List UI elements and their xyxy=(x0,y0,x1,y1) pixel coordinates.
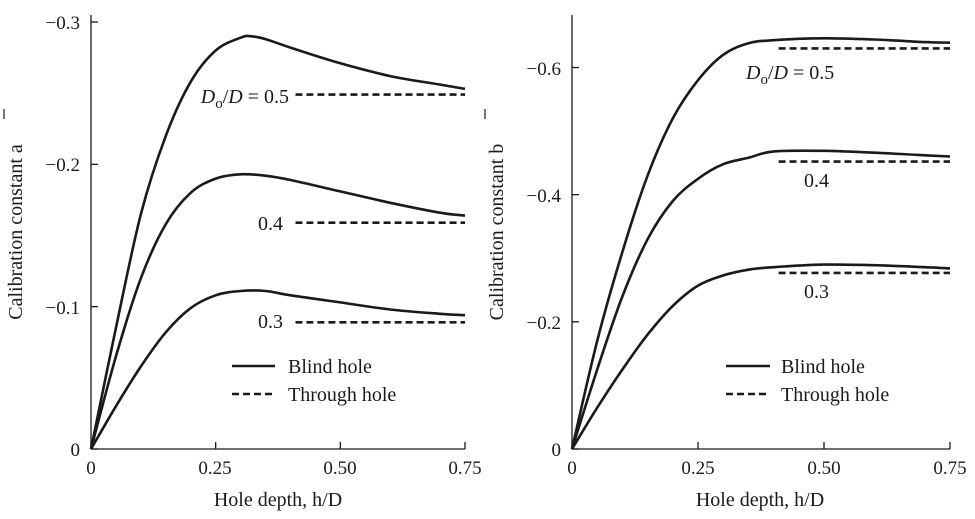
left-x-tick-label: 0 xyxy=(86,458,96,479)
right-x-tick-label: 0 xyxy=(567,458,577,479)
right-legend-label: Blind hole xyxy=(781,356,865,378)
right-y-tick-label: 0 xyxy=(552,440,562,461)
right-x-axis-label: Hole depth, h/D xyxy=(696,489,824,511)
left-y-tick-label: −0.1 xyxy=(46,298,80,319)
left-y-axis-label: Calibration constant a xyxy=(5,144,27,320)
right-y-tick-label: −0.6 xyxy=(527,59,561,80)
right-blind-hole-curve xyxy=(570,36,951,450)
right-curve-label-0.4: 0.4 xyxy=(804,170,829,192)
right-series-group xyxy=(570,36,951,450)
left-curve-label-0.5: Do/D = 0.5 xyxy=(200,86,289,112)
left-y-tick-label: 0 xyxy=(71,440,81,461)
left-legend-label: Through hole xyxy=(288,384,396,406)
left-curve-label-0.3: 0.3 xyxy=(258,311,283,333)
left-y-tick-label: −0.3 xyxy=(46,13,80,34)
left-blind-hole-curve xyxy=(89,34,466,450)
left-x-tick-label: 0.25 xyxy=(198,458,231,479)
left-y-tick-label: −0.2 xyxy=(46,155,80,176)
right-x-tick-label: 0.50 xyxy=(807,458,840,479)
left-x-tick-label: 0.50 xyxy=(323,458,356,479)
left-legend: Blind hole Through hole xyxy=(232,356,396,406)
right-y-tick-label: −0.4 xyxy=(527,186,562,207)
left-blind-hole-curve xyxy=(89,172,466,450)
right-x-tick-label: 0.75 xyxy=(933,458,966,479)
right-blind-hole-curve xyxy=(570,263,951,450)
right-curve-label-0.5: Do/D = 0.5 xyxy=(745,62,834,88)
left-chart-panel: 0 −0.1 −0.2 −0.3 0 0.25 0.50 0.75 Hole d… xyxy=(3,13,482,511)
right-blind-hole-curve xyxy=(570,149,951,450)
right-y-tick-label: −0.2 xyxy=(527,313,561,334)
left-curve-label-0.4: 0.4 xyxy=(258,213,283,235)
right-curve-label-0.3: 0.3 xyxy=(804,281,829,303)
right-chart-panel: 0 −0.2 −0.4 −0.6 0 0.25 0.50 0.75 Hole d… xyxy=(484,15,967,511)
right-legend-label: Through hole xyxy=(781,384,889,406)
right-y-axis-label: Calibration constant b xyxy=(486,144,508,321)
left-x-tick-label: 0.75 xyxy=(448,458,481,479)
left-blind-hole-curve xyxy=(89,289,466,450)
right-legend: Blind hole Through hole xyxy=(726,356,889,406)
left-legend-label: Blind hole xyxy=(288,356,372,378)
right-axis-ticks xyxy=(571,66,951,450)
left-series-group xyxy=(89,34,466,450)
right-x-tick-label: 0.25 xyxy=(681,458,714,479)
left-x-axis-label: Hole depth, h/D xyxy=(214,489,342,511)
